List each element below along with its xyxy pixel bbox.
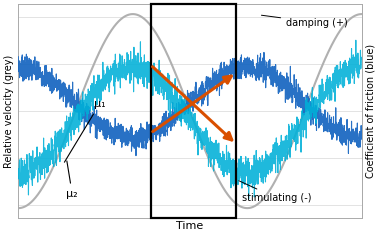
Y-axis label: Coefficient of friction (blue): Coefficient of friction (blue): [366, 44, 376, 178]
X-axis label: Time: Time: [176, 221, 204, 231]
Text: damping (+): damping (+): [261, 15, 348, 27]
Bar: [150, 4, 236, 218]
Y-axis label: Relative velocity (grey): Relative velocity (grey): [4, 55, 14, 168]
Text: stimulating (-): stimulating (-): [239, 181, 311, 203]
Text: μ₁: μ₁: [64, 99, 106, 162]
Text: μ₂: μ₂: [66, 161, 78, 199]
